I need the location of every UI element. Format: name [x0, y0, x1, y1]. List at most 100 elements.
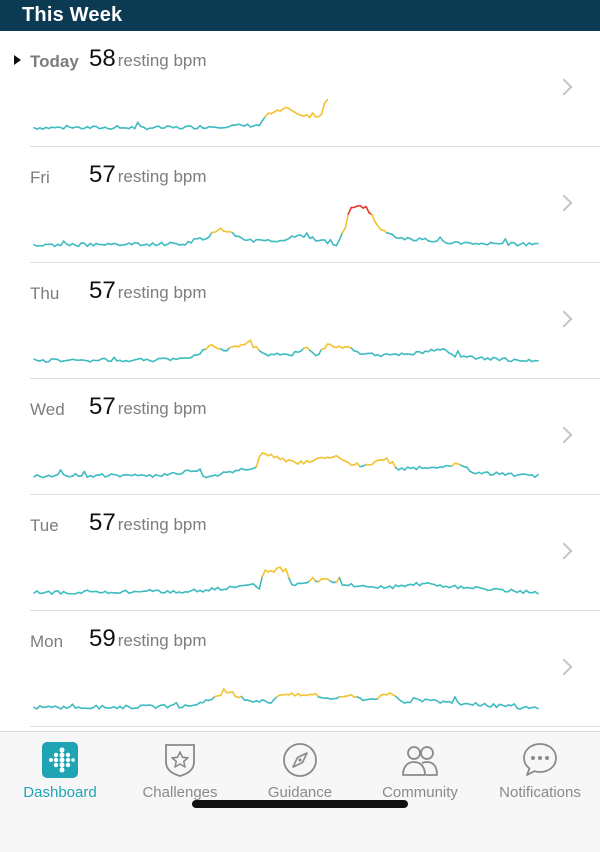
- chevron-right-icon: [555, 658, 573, 676]
- sparkline-segment: [258, 575, 264, 590]
- people-icon: [402, 746, 438, 776]
- sparkline-segment: [454, 350, 459, 358]
- tab-challenges[interactable]: Challenges: [120, 732, 240, 812]
- bpm-value: 57: [89, 277, 116, 304]
- sparkline-segment: [323, 343, 329, 350]
- sparkline-segment: [288, 577, 293, 586]
- bpm-value: 57: [89, 509, 116, 536]
- compass-icon: [283, 743, 317, 777]
- sparkline-segment: [136, 121, 142, 128]
- sparkline-segment: [341, 227, 347, 234]
- sparkline-segment: [439, 236, 444, 242]
- chevron-right-icon: [555, 194, 573, 212]
- sparkline-segment: [261, 569, 267, 578]
- bpm-value: 59: [89, 625, 116, 652]
- sparkline-segment: [534, 706, 539, 710]
- sparkline-segment: [365, 205, 370, 214]
- sparkline-segment: [385, 457, 391, 465]
- bpm-unit: resting bpm: [117, 51, 207, 70]
- dashboard-icon: [42, 742, 78, 778]
- sparkline-segment: [222, 688, 228, 694]
- day-row-thu[interactable]: Thu 57 resting bpm: [0, 263, 600, 379]
- sparkline-segment: [323, 98, 329, 105]
- home-indicator[interactable]: [192, 800, 408, 808]
- sparkline-segment: [59, 469, 65, 476]
- sparkline-segment: [466, 466, 471, 472]
- sparkline-segment: [110, 356, 115, 363]
- chevron-right-icon: [555, 542, 573, 560]
- sparkline-segment: [391, 461, 397, 469]
- tab-guidance[interactable]: Guidance: [240, 732, 360, 812]
- sparkline-segment: [279, 566, 284, 573]
- bpm-unit: resting bpm: [117, 515, 207, 534]
- sparkline-segment: [534, 590, 539, 595]
- sparkline-segment: [409, 697, 415, 704]
- day-row-fri[interactable]: Fri 57 resting bpm: [0, 147, 600, 263]
- sparkline-segment: [504, 238, 510, 246]
- sparkline-segment: [199, 348, 204, 355]
- sparkline-segment: [454, 696, 459, 704]
- sparkline-segment: [308, 112, 314, 119]
- bpm-value: 57: [89, 393, 116, 420]
- day-list: Today 58 resting bpm Fri 57 resting bpm Th…: [0, 31, 600, 731]
- page-title: This Week: [22, 4, 123, 26]
- day-label: Mon: [30, 632, 64, 651]
- sparkline-segment: [513, 703, 519, 710]
- day-row-wed[interactable]: Wed 57 resting bpm: [0, 379, 600, 495]
- resting-bpm: 57 resting bpm: [89, 277, 207, 305]
- tab-notifications[interactable]: Notifications: [480, 732, 600, 812]
- tab-dashboard[interactable]: Dashboard: [0, 732, 120, 812]
- sparkline-segment: [371, 213, 376, 223]
- sparkline-segment: [320, 102, 326, 116]
- heart-rate-sparkline: [33, 452, 539, 479]
- sparkline-segment: [208, 231, 213, 238]
- sparkline-segment: [317, 348, 323, 356]
- heart-rate-sparkline: [33, 339, 539, 363]
- tab-label: Notifications: [499, 784, 581, 801]
- bpm-unit: resting bpm: [117, 167, 207, 186]
- day-label: Today: [30, 52, 79, 71]
- tab-community[interactable]: Community: [360, 732, 480, 812]
- day-label: Thu: [30, 284, 60, 303]
- sparkline-segment: [190, 238, 195, 244]
- sparkline-segment: [311, 112, 317, 118]
- bpm-unit: resting bpm: [117, 399, 207, 418]
- sparkline-segment: [261, 116, 267, 122]
- sparkline-segment: [219, 688, 225, 697]
- tab-bar: Dashboard Challenges Guidance Community: [0, 731, 600, 852]
- sparkline-segment: [305, 232, 311, 240]
- bpm-value: 58: [89, 45, 116, 72]
- divider: [30, 494, 600, 495]
- day-row-mon[interactable]: Mon 59 resting bpm: [0, 611, 600, 727]
- sparkline-segment: [175, 701, 181, 709]
- sparkline-segment: [258, 452, 264, 458]
- heart-rate-sparkline: [33, 204, 539, 248]
- heart-rate-sparkline: [33, 566, 539, 595]
- divider: [30, 610, 600, 611]
- sparkline-segment: [134, 121, 139, 130]
- chevron-right-icon: [555, 78, 573, 96]
- sparkline-segment: [335, 239, 341, 247]
- sparkline-segment: [344, 213, 350, 229]
- bpm-unit: resting bpm: [117, 283, 207, 302]
- heart-rate-sparkline: [33, 688, 539, 710]
- day-row-tue[interactable]: Tue 57 resting bpm: [0, 495, 600, 611]
- tab-label: Community: [382, 784, 458, 801]
- sparkline-segment: [273, 567, 278, 573]
- heart-rate-sparkline: [33, 98, 329, 131]
- divider: [30, 378, 600, 379]
- sparkline-segment: [83, 470, 89, 478]
- sparkline-segment: [291, 350, 296, 357]
- sparkline-segment: [377, 225, 382, 231]
- sparkline-segment: [255, 456, 261, 468]
- resting-bpm: 57 resting bpm: [89, 393, 207, 421]
- sparkline-segment: [59, 240, 65, 247]
- resting-bpm: 57 resting bpm: [89, 509, 207, 537]
- sparkline-segment: [249, 339, 255, 349]
- sparkline-segment: [457, 350, 462, 358]
- day-row-today[interactable]: Today 58 resting bpm: [0, 31, 600, 147]
- day-label: Fri: [30, 168, 50, 187]
- sparkline-segment: [374, 220, 379, 227]
- sparkline-segment: [258, 120, 264, 127]
- bpm-unit: resting bpm: [117, 631, 207, 650]
